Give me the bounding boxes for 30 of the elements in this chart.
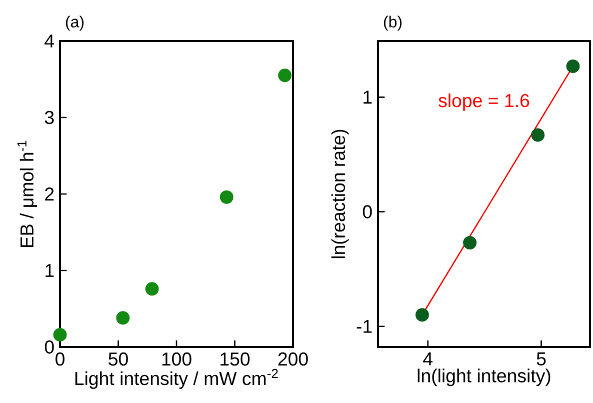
x-tick-label: 0	[56, 352, 64, 366]
point	[278, 68, 292, 82]
y-tick-label: 2	[45, 187, 54, 201]
x-axis-title: Light intensity / mW cm$^{-2}$	[75, 368, 278, 389]
point	[531, 128, 545, 142]
x-tick-label: 200	[278, 352, 308, 366]
y-axis-title: ln(reaction rate)	[331, 130, 349, 258]
point	[220, 190, 234, 204]
x-tick-label: 100	[162, 352, 192, 366]
x-tick-label: 5	[536, 352, 546, 366]
x-axis-title: ln(light intensity)	[418, 368, 550, 386]
point	[415, 308, 429, 322]
point	[53, 328, 67, 342]
point	[463, 236, 477, 250]
point	[116, 311, 130, 325]
chart-title: (a)	[66, 16, 84, 31]
x-tick-label: 150	[220, 352, 250, 366]
y-axis-title: EB / μmol h$^{-1}$	[17, 140, 37, 248]
y-tick-label: -1	[356, 320, 372, 333]
y-tick-label: 0	[44, 340, 54, 354]
y-tick-label: 1	[364, 90, 372, 104]
point	[145, 282, 159, 296]
y-tick-label: 3	[44, 110, 54, 124]
y-tick-label: 1	[46, 264, 54, 277]
y-tick-label: 4	[44, 34, 54, 48]
chart-title: (b)	[384, 16, 402, 31]
y-tick-label: 0	[362, 205, 372, 218]
annotation: slope = 1.6	[438, 93, 530, 111]
x-tick-label: 50	[108, 352, 128, 366]
x-tick-label: 4	[423, 352, 433, 366]
